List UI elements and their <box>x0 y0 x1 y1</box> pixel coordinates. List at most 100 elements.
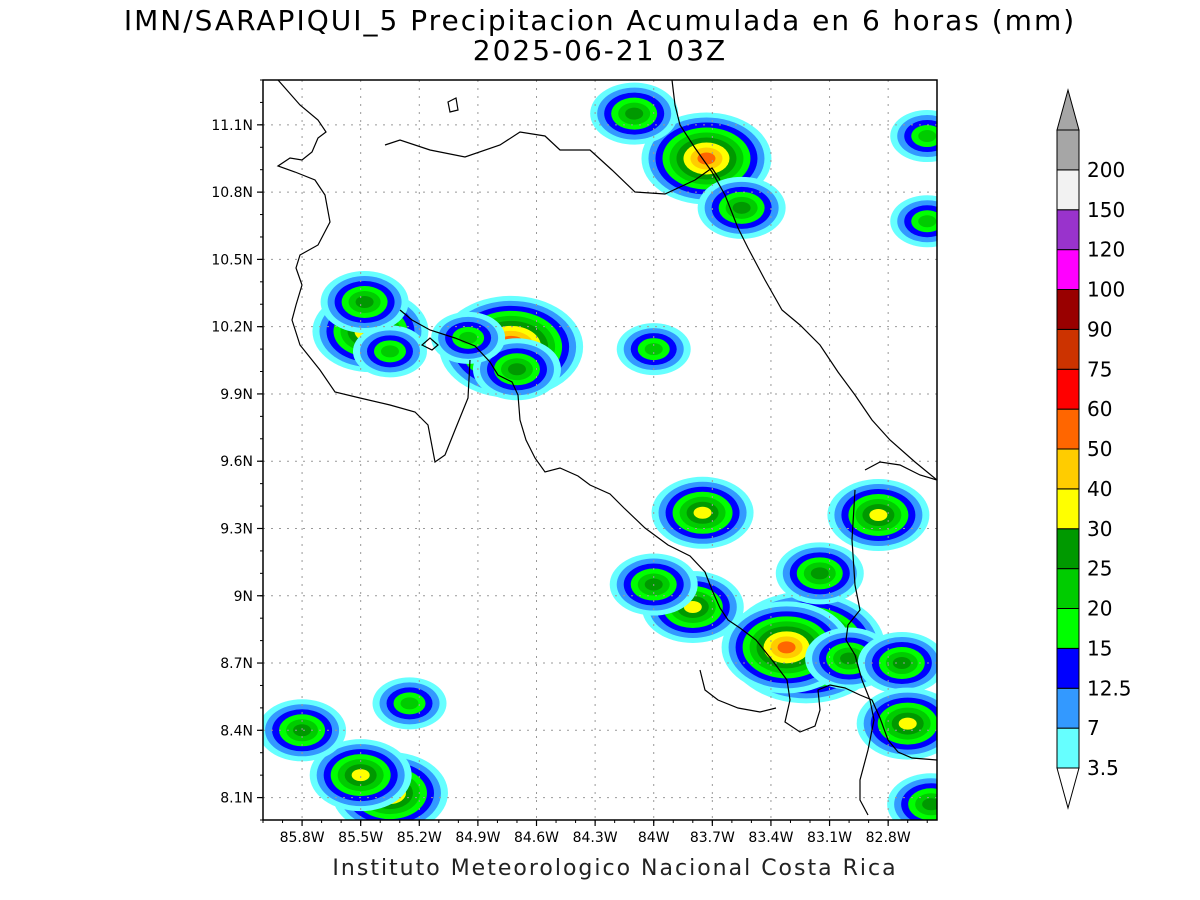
precip-cell <box>890 195 937 248</box>
colorbar-swatch <box>1056 687 1080 729</box>
precipitation-field <box>263 82 937 820</box>
colorbar-label: 15 <box>1087 636 1112 660</box>
colorbar-swatch <box>1056 568 1080 609</box>
map-subtitle-date: 2025-06-21 03Z <box>472 34 728 67</box>
colorbar-swatch <box>1056 368 1080 410</box>
nicaragua-costa-rica-border <box>384 131 721 195</box>
graticule-grid <box>263 80 937 820</box>
precip-contour <box>507 363 526 376</box>
lat-tick-label: 10.2N <box>211 320 253 336</box>
colorbar-label: 25 <box>1087 557 1112 581</box>
precip-cell <box>352 325 427 378</box>
precip-contour <box>918 215 937 228</box>
coastline-and-borders <box>276 80 937 816</box>
precip-cell <box>320 271 409 333</box>
precip-contour <box>683 600 702 613</box>
lat-tick-label: 9.9N <box>220 387 253 403</box>
nicaragua-coast-north <box>276 80 471 464</box>
lat-tick-label: 9.3N <box>220 521 253 537</box>
lon-tick-label: 84.3W <box>573 830 618 846</box>
precip-cell <box>616 323 691 376</box>
precip-cell <box>431 311 506 364</box>
precip-contour <box>380 345 399 358</box>
precip-cell <box>856 687 937 760</box>
plot-frame <box>262 79 938 821</box>
colorbar-label: 90 <box>1087 317 1112 341</box>
precip-contour <box>355 296 374 308</box>
lat-tick-label: 8.4N <box>220 723 253 739</box>
colorbar-label: 150 <box>1087 198 1125 222</box>
caribbean-coast <box>671 80 937 481</box>
gulf-islands <box>420 337 439 351</box>
colorbar-swatch <box>1056 289 1080 330</box>
colorbar-label: 120 <box>1087 238 1125 262</box>
lat-tick-label: 8.1N <box>220 791 253 807</box>
panama-border <box>845 489 875 816</box>
bocas-coast <box>864 461 937 481</box>
precip-contour <box>732 201 751 214</box>
colorbar-upper-arrow <box>1056 88 1080 131</box>
precip-cell <box>651 476 754 549</box>
precip-contour <box>898 717 917 730</box>
map-title: IMN/SARAPIQUI_5 Precipitacion Acumulada … <box>123 4 1077 37</box>
lat-tick-label: 9.6N <box>220 454 253 470</box>
precip-cell <box>472 338 561 401</box>
colorbar-label: 30 <box>1087 517 1112 541</box>
colorbar-label: 3.5 <box>1087 756 1119 780</box>
colorbar-label: 40 <box>1087 477 1112 501</box>
precip-cell <box>775 542 864 605</box>
precip-contour <box>644 343 663 356</box>
precip-cell <box>372 677 447 730</box>
lat-tick-label: 10.5N <box>211 252 253 268</box>
lon-tick-label: 84.9W <box>455 830 500 846</box>
lon-tick-label: 84W <box>638 830 670 846</box>
colorbar-swatch <box>1056 129 1080 171</box>
lon-tick-label: 85.8W <box>280 830 325 846</box>
precip-contour <box>922 798 937 811</box>
lat-tick-label: 9N <box>234 589 253 605</box>
colorbar-swatch <box>1056 528 1080 570</box>
colorbar-label: 20 <box>1087 597 1112 621</box>
colorbar-swatch <box>1056 169 1080 211</box>
colorbar-label: 50 <box>1087 437 1112 461</box>
precip-contour <box>777 641 796 654</box>
precip-contour <box>892 657 911 670</box>
lon-tick-label: 83.4W <box>748 830 793 846</box>
lat-tick-label: 11.1N <box>211 118 253 134</box>
lon-tick-label: 83.7W <box>690 830 735 846</box>
colorbar-swatch <box>1056 727 1080 769</box>
precip-cell <box>309 739 412 812</box>
precip-contour <box>400 697 419 710</box>
colorbar-label: 12.5 <box>1087 676 1132 700</box>
precip-contour <box>693 506 712 519</box>
osa-peninsula <box>699 669 777 713</box>
colorbar-swatch <box>1056 608 1080 649</box>
colorbar-swatch <box>1056 209 1080 251</box>
colorbar-label: 200 <box>1087 158 1125 182</box>
map-axes: 11.1N 10.8N 10.5N 10.2N 9.9N 9.6N 9.3N 9N 8.7N 8.… <box>211 79 928 846</box>
precip-cell <box>857 632 937 695</box>
colorbar-swatch <box>1056 647 1080 689</box>
precip-cell <box>590 82 679 145</box>
precip-contour <box>918 130 937 143</box>
precip-cell <box>827 479 930 552</box>
lon-tick-label: 84.6W <box>514 830 559 846</box>
footer-credit: Instituto Meteorologico Nacional Costa R… <box>332 856 898 881</box>
colorbar-swatch <box>1056 488 1080 530</box>
lon-tick-label: 85.5W <box>338 830 383 846</box>
colorbar-lower-arrow <box>1056 767 1080 810</box>
lat-tick-label: 10.8N <box>211 185 253 201</box>
lon-tick-label: 85.2W <box>397 830 442 846</box>
lon-tick-label: 82.8W <box>866 830 911 846</box>
colorbar-swatch <box>1056 249 1080 290</box>
lon-tick-label: 83.1W <box>807 830 852 846</box>
small-island-north <box>447 97 459 113</box>
precip-contour <box>697 152 716 165</box>
colorbar-label: 60 <box>1087 397 1112 421</box>
colorbar-label: 100 <box>1087 278 1125 302</box>
colorbar-swatch <box>1056 328 1080 370</box>
precip-contour <box>625 107 644 120</box>
colorbar-swatch <box>1056 448 1080 490</box>
precip-contour <box>293 724 312 737</box>
